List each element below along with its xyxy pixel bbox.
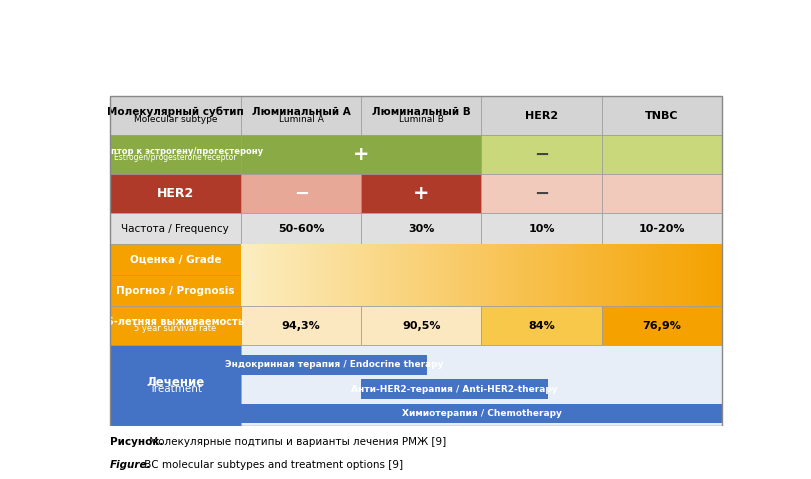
Bar [109,345,241,426]
Bar [109,96,722,426]
Bar [602,174,722,213]
Text: 30%: 30% [408,224,435,234]
Text: 10%: 10% [528,224,555,234]
Text: Рецептор к эстрогену/прогестерону: Рецептор к эстрогену/прогестерону [88,147,264,156]
Bar [109,275,241,306]
Text: Высокая / High: Высокая / High [626,255,717,264]
Text: 84%: 84% [528,320,555,331]
Text: Luminal B: Luminal B [399,115,444,124]
Bar [241,275,722,306]
Text: Хороший / Good: Хороший / Good [247,285,343,296]
Bar [109,135,241,174]
Text: 90,5%: 90,5% [402,320,440,331]
Bar [362,213,482,244]
Text: Прогноз / Prognosis: Прогноз / Prognosis [116,285,234,296]
Text: 10-20%: 10-20% [638,224,685,234]
Text: Рисунок.: Рисунок. [109,437,163,447]
Bar [482,135,602,174]
Text: Treatment: Treatment [149,384,202,394]
Text: Estrogen/progesterone receptor: Estrogen/progesterone receptor [114,153,237,162]
Text: +: + [413,184,430,203]
Bar [241,135,482,174]
Bar [241,244,722,275]
Bar [482,96,602,135]
Text: Низкая / Low: Низкая / Low [247,255,324,264]
Text: Figure.: Figure. [109,459,151,469]
Bar [362,379,547,399]
Text: −: − [294,184,309,203]
Bar [602,213,722,244]
Text: −: − [534,184,549,203]
Bar [241,213,362,244]
Text: BC molecular subtypes and treatment options [9]: BC molecular subtypes and treatment opti… [141,459,403,469]
Bar [241,96,362,135]
Bar [109,96,241,135]
Bar [362,306,482,345]
Text: Молекулярный субтип: Молекулярный субтип [107,107,244,117]
Text: 76,9%: 76,9% [642,320,681,331]
Bar [241,174,362,213]
Bar [602,135,722,174]
Text: 94,3%: 94,3% [282,320,320,331]
Text: Лечение: Лечение [146,376,204,388]
Text: Молекулярные подтипы и варианты лечения РМЖ [9]: Молекулярные подтипы и варианты лечения … [146,437,446,447]
Bar [241,404,722,423]
Bar [482,213,602,244]
Text: TNBC: TNBC [645,111,679,121]
Bar [109,244,241,275]
Bar [241,345,722,426]
Bar [109,174,241,213]
Text: 50-60%: 50-60% [278,224,324,234]
Text: 5 year survival rate: 5 year survival rate [135,324,217,333]
Text: Luminal A: Luminal A [279,115,324,124]
Text: Частота / Frequency: Частота / Frequency [122,224,230,234]
Bar [602,96,722,135]
Bar [362,174,482,213]
Bar [109,306,241,345]
Text: +: + [353,145,370,164]
Bar [362,96,482,135]
Text: −: − [534,146,549,164]
Bar [241,306,362,345]
Bar [482,306,602,345]
Text: Люминальный B: Люминальный B [372,107,470,117]
Text: Люминальный A: Люминальный A [252,107,350,117]
Bar [109,213,241,244]
Text: Анти-HER2-терапия / Anti-HER2-therapy: Анти-HER2-терапия / Anti-HER2-therapy [351,385,558,394]
Text: HER2: HER2 [157,187,194,200]
Text: HER2: HER2 [525,111,558,121]
Bar [482,174,602,213]
Text: Плохой / Poor: Плохой / Poor [633,285,717,296]
Text: Химиотерапия / Chemotherapy: Химиотерапия / Chemotherapy [401,409,561,418]
Bar [241,355,427,375]
Bar [602,306,722,345]
Text: Эндокринная терапия / Endocrine therapy: Эндокринная терапия / Endocrine therapy [225,360,444,369]
Text: Molecular subtype: Molecular subtype [134,115,217,124]
Text: Оценка / Grade: Оценка / Grade [130,255,221,264]
Text: 5-летняя выживаемость: 5-летняя выживаемость [107,317,244,327]
